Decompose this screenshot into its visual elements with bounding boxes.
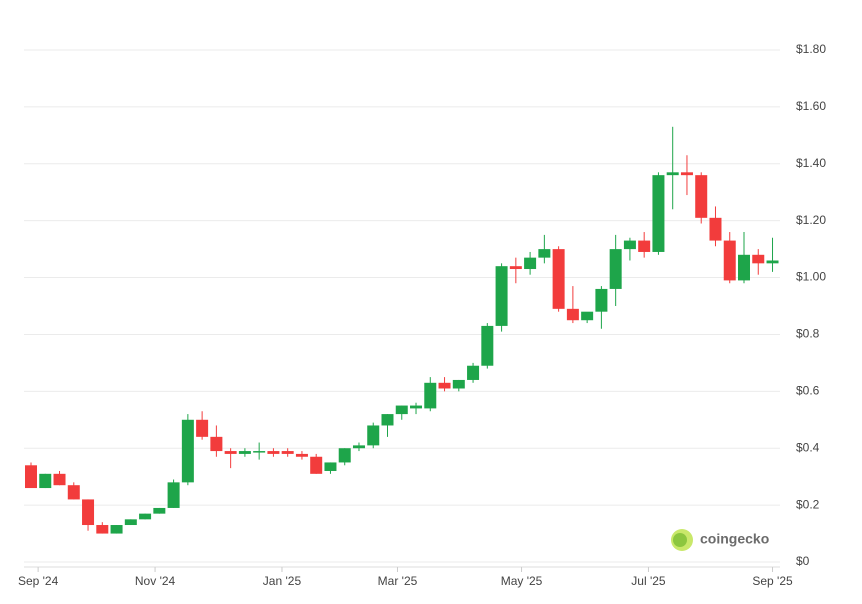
- candle-body: [367, 425, 380, 446]
- candle-body: [524, 257, 537, 270]
- y-tick-label: $1.20: [796, 213, 826, 227]
- x-tick-label: Mar '25: [378, 574, 418, 588]
- candle-body: [25, 465, 37, 489]
- x-tick-label: Sep '25: [752, 574, 793, 588]
- candle-body: [666, 172, 679, 176]
- candle-body: [481, 325, 494, 366]
- candle-body: [53, 473, 66, 486]
- watermark: coingecko: [700, 531, 769, 547]
- y-tick-label: $0.6: [796, 384, 820, 398]
- candle-body: [224, 451, 237, 454]
- y-tick-label: $1.00: [796, 270, 826, 284]
- y-tick-label: $0: [796, 554, 810, 568]
- candle-body: [709, 217, 722, 241]
- candle-body: [110, 525, 123, 534]
- candle-body: [552, 249, 565, 309]
- candle-body: [638, 240, 651, 252]
- candle-body: [338, 448, 351, 463]
- candle-body: [452, 379, 465, 389]
- candle-body: [352, 445, 365, 449]
- candle-body: [82, 499, 95, 526]
- candle-body: [310, 456, 323, 474]
- candle-body: [438, 382, 451, 389]
- candle-body: [67, 485, 80, 500]
- candle-body: [424, 382, 437, 409]
- candle-body: [253, 451, 266, 453]
- candle-body: [652, 175, 665, 252]
- candle-body: [395, 405, 408, 415]
- candle-body: [538, 249, 551, 258]
- x-tick-label: Jan '25: [263, 574, 302, 588]
- x-tick-label: May '25: [501, 574, 543, 588]
- candle-body: [595, 288, 608, 312]
- candle-body: [238, 451, 251, 454]
- candle-body: [509, 266, 522, 270]
- candle-body: [581, 311, 594, 321]
- candle-body: [752, 254, 765, 264]
- candle-body: [153, 507, 166, 514]
- candle-body: [738, 254, 750, 281]
- x-tick-label: Jul '25: [631, 574, 666, 588]
- x-tick-label: Sep '24: [18, 574, 59, 588]
- candle-body: [324, 462, 337, 471]
- candle-body: [295, 453, 308, 457]
- x-tick-label: Nov '24: [135, 574, 176, 588]
- y-tick-label: $1.80: [796, 42, 826, 56]
- candle-body: [680, 172, 693, 176]
- candle-body: [210, 436, 223, 452]
- candle-body: [467, 365, 480, 380]
- candle-body: [495, 266, 508, 326]
- candle-body: [267, 451, 280, 454]
- candle-body: [167, 482, 180, 508]
- candle-body: [623, 240, 636, 250]
- y-tick-label: $0.4: [796, 440, 820, 454]
- candle-body: [609, 249, 622, 289]
- candle-body: [766, 260, 779, 264]
- candle-body: [381, 414, 394, 426]
- candle-body: [281, 451, 294, 454]
- candle-body: [410, 405, 423, 409]
- y-tick-label: $1.60: [796, 99, 826, 113]
- y-tick-label: $0.2: [796, 497, 820, 511]
- candle-body: [695, 175, 708, 218]
- candle-body: [96, 525, 109, 534]
- candle-body: [39, 473, 52, 489]
- candle-body: [566, 308, 579, 321]
- candle-body: [124, 519, 137, 526]
- candle-body: [181, 419, 194, 483]
- y-tick-label: $0.8: [796, 327, 820, 341]
- logo-icon: [673, 533, 687, 547]
- candle-body: [196, 419, 209, 437]
- y-tick-label: $1.40: [796, 156, 826, 170]
- candle-body: [139, 513, 152, 520]
- candle-body: [723, 240, 736, 281]
